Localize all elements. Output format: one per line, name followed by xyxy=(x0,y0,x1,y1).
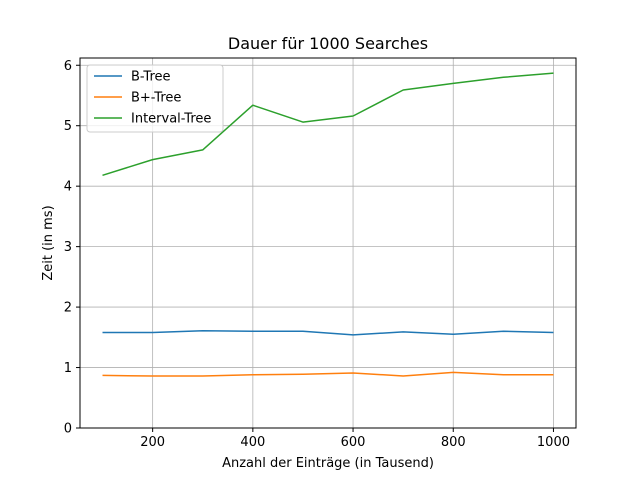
legend-label-b-tree: B+-Tree xyxy=(131,91,181,106)
y-tick-label: 4 xyxy=(64,180,72,195)
series-line-b-tree xyxy=(102,371,554,377)
y-tick-label: 5 xyxy=(64,119,72,134)
series-line-b-tree xyxy=(102,329,554,336)
legend-label-interval-tree: Interval-Tree xyxy=(131,112,211,127)
legend-label-b-tree: B-Tree xyxy=(131,70,171,85)
y-axis-label: Zeit (in ms) xyxy=(41,205,56,280)
y-tick-label: 3 xyxy=(64,240,72,255)
x-axis-label: Anzahl der Einträge (in Tausend) xyxy=(222,456,434,471)
chart-title: Dauer für 1000 Searches xyxy=(228,34,428,53)
x-tick-label: 800 xyxy=(441,435,466,450)
legend-frame xyxy=(86,64,224,133)
y-axis-ticks: 0 1 2 3 4 5 6 xyxy=(64,59,80,437)
legend: B-Tree B+-Tree Interval-Tree xyxy=(86,64,224,133)
y-tick-label: 0 xyxy=(64,422,72,437)
series-lines xyxy=(102,72,554,377)
y-tick-label: 1 xyxy=(64,361,72,376)
x-tick-label: 200 xyxy=(140,435,165,450)
y-tick-label: 6 xyxy=(64,59,72,74)
x-axis-ticks: 200 400 600 800 1000 xyxy=(140,428,570,450)
plot-frame xyxy=(79,57,577,429)
x-tick-label: 400 xyxy=(240,435,265,450)
x-tick-label: 600 xyxy=(341,435,366,450)
series-line-interval-tree xyxy=(102,72,554,177)
y-tick-label: 2 xyxy=(64,301,72,316)
x-tick-label: 1000 xyxy=(537,435,570,450)
